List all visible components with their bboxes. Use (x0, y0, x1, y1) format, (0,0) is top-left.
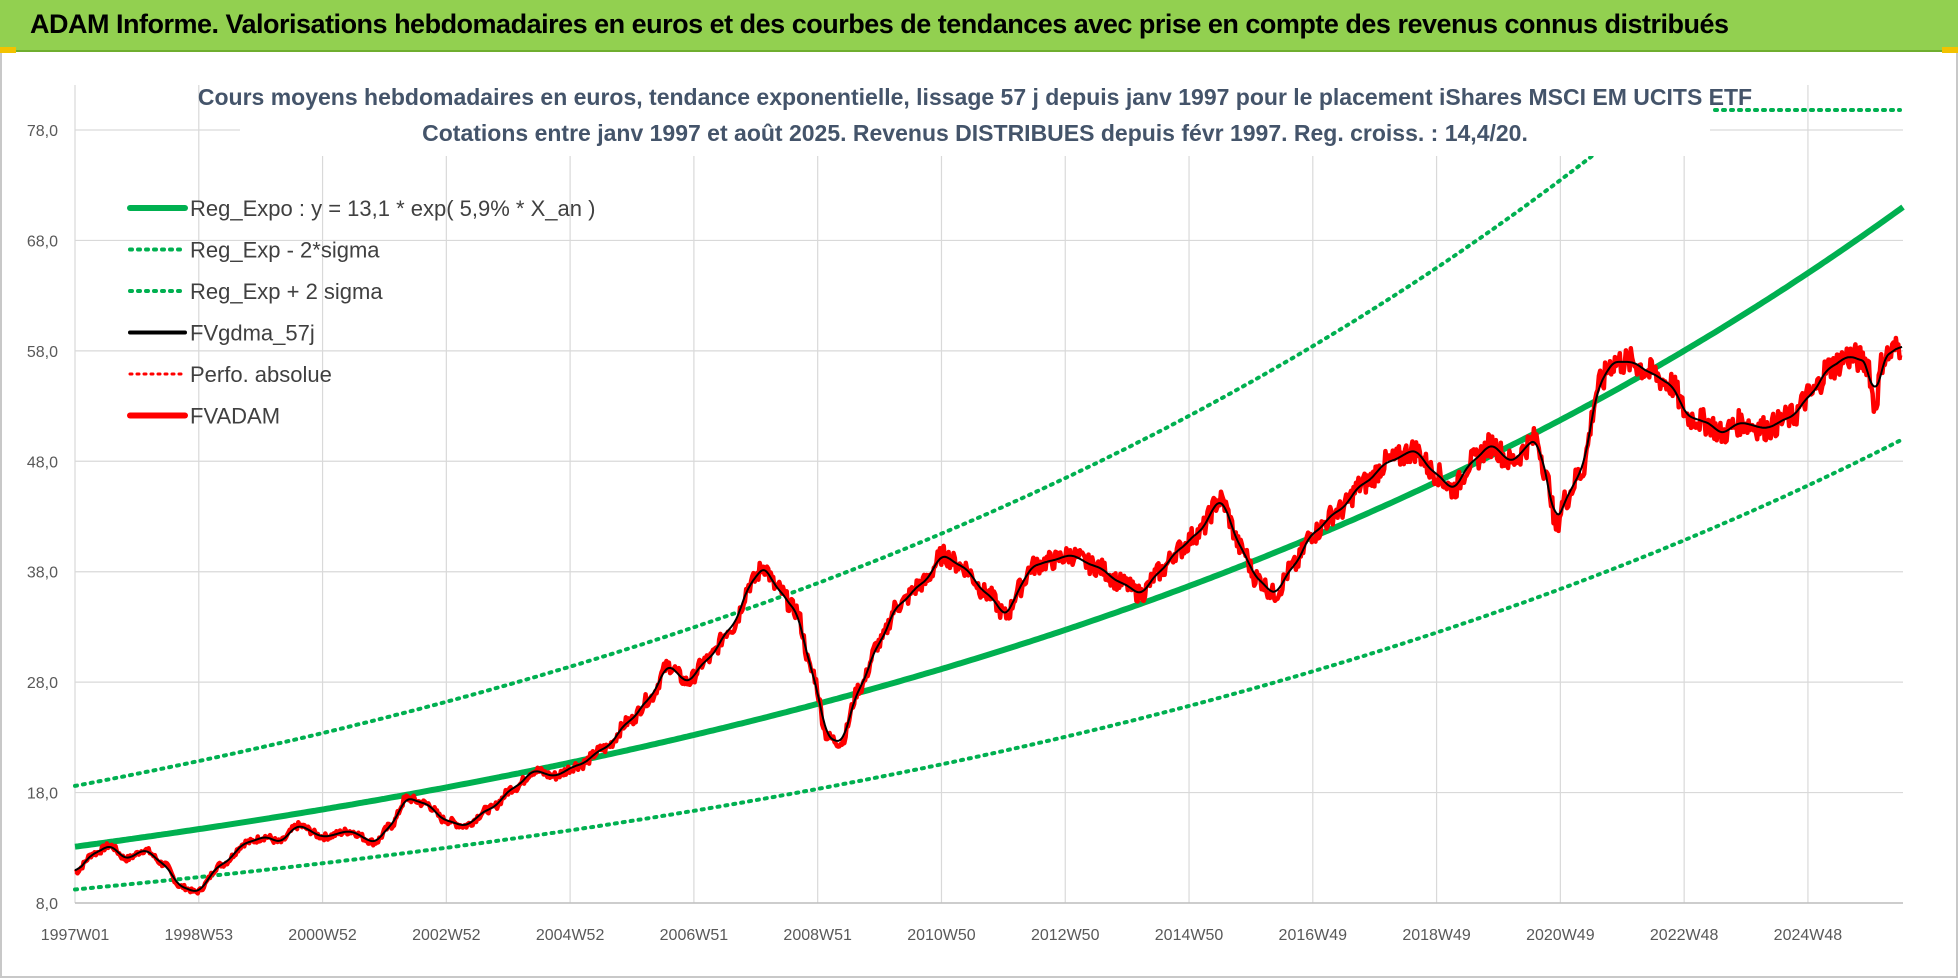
x-tick-label: 2022W48 (1650, 927, 1719, 944)
legend-item: Perfo. absolue (128, 362, 332, 387)
y-tick-label: 78,0 (27, 123, 58, 140)
legend-label: Reg_Expo : y = 13,1 * exp( 5,9% * X_an ) (190, 196, 595, 221)
y-tick-label: 8,0 (36, 896, 58, 913)
series-reg-exp-plus-2-sigma (73, 150, 1599, 788)
legend-label: FVgdma_57j (190, 321, 315, 346)
y-tick-label: 58,0 (27, 344, 58, 361)
legend-item: Reg_Exp + 2 sigma (128, 279, 383, 304)
x-tick-label: 2002W52 (412, 927, 481, 944)
legend-label: FVADAM (190, 404, 280, 429)
legend-label: Reg_Exp - 2*sigma (190, 238, 380, 263)
grid-lines (74, 85, 1903, 904)
x-tick-label: 2008W51 (783, 927, 852, 944)
corner-marker-left (0, 47, 16, 53)
series-reg-expo (74, 204, 1905, 850)
y-tick-label: 18,0 (27, 786, 58, 803)
series-lines (73, 108, 1905, 896)
x-tick-label: 1998W53 (165, 927, 234, 944)
x-tick-label: 2004W52 (536, 927, 605, 944)
x-tick-label: 2018W49 (1402, 927, 1471, 944)
chart-title: Cours moyens hebdomadaires en euros, ten… (198, 84, 1752, 110)
x-tick-label: 1997W01 (41, 927, 110, 944)
legend: Reg_Expo : y = 13,1 * exp( 5,9% * X_an )… (127, 196, 595, 429)
x-tick-label: 2024W48 (1774, 927, 1843, 944)
x-tick-label: 2000W52 (288, 927, 357, 944)
legend-label: Reg_Exp + 2 sigma (190, 279, 383, 304)
x-tick-label: 2020W49 (1526, 927, 1595, 944)
y-tick-label: 38,0 (27, 565, 58, 582)
x-tick-label: 2006W51 (660, 927, 729, 944)
x-tick-label: 2010W50 (907, 927, 976, 944)
legend-label: Perfo. absolue (190, 362, 332, 387)
legend-item: Reg_Exp - 2*sigma (128, 238, 380, 263)
y-tick-label: 28,0 (27, 675, 58, 692)
series-reg-exp-minus-2-sigma (73, 437, 1905, 892)
x-tick-label: 2014W50 (1155, 927, 1224, 944)
x-tick-label: 2012W50 (1031, 927, 1100, 944)
y-tick-label: 68,0 (27, 233, 58, 250)
axis-labels: 8,0 18,0 28,0 38,0 48,0 58,0 68,0 78,0 1997W01 19… (27, 123, 1842, 944)
legend-item: Reg_Expo : y = 13,1 * exp( 5,9% * X_an ) (127, 196, 595, 221)
y-tick-label: 48,0 (27, 454, 58, 471)
header-banner: ADAM Informe. Valorisations hebdomadaire… (0, 0, 1958, 52)
x-tick-label: 2016W49 (1279, 927, 1348, 944)
page-title: ADAM Informe. Valorisations hebdomadaire… (30, 9, 1729, 39)
legend-item: FVgdma_57j (128, 321, 315, 346)
corner-marker-right (1942, 47, 1958, 53)
series-fvadam (73, 335, 1904, 896)
title-background (240, 72, 1710, 156)
legend-item: FVADAM (127, 404, 280, 429)
series-fvgdma-57j (74, 345, 1903, 892)
chart-subtitle: Cotations entre janv 1997 et août 2025. … (422, 120, 1528, 146)
